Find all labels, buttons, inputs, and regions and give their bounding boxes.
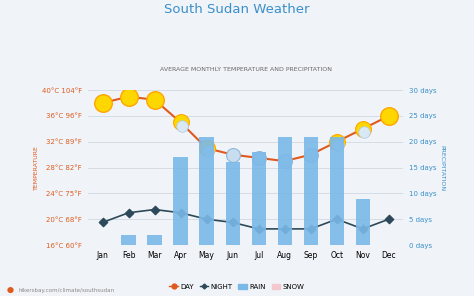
Bar xyxy=(356,199,370,245)
Point xyxy=(177,210,184,215)
Y-axis label: TEMPERATURE: TEMPERATURE xyxy=(34,145,39,190)
Point xyxy=(177,120,184,125)
Point xyxy=(125,94,132,99)
Point xyxy=(203,217,210,222)
Text: South Sudan Weather: South Sudan Weather xyxy=(164,3,310,16)
Point xyxy=(99,101,106,105)
Bar xyxy=(303,136,318,245)
Bar xyxy=(200,136,214,245)
Bar xyxy=(226,163,240,245)
Point xyxy=(307,226,315,231)
Point xyxy=(229,220,237,225)
Point xyxy=(385,217,392,222)
Legend: DAY, NIGHT, RAIN, SNOW: DAY, NIGHT, RAIN, SNOW xyxy=(166,281,308,292)
Point xyxy=(204,149,212,154)
Point xyxy=(99,220,106,225)
Point xyxy=(359,226,366,231)
Bar xyxy=(147,235,162,245)
Bar xyxy=(173,157,188,245)
Point xyxy=(333,217,340,222)
Point xyxy=(360,130,368,134)
Point xyxy=(281,159,289,163)
Bar xyxy=(278,136,292,245)
Point xyxy=(281,226,289,231)
Title: AVERAGE MONTHLY TEMPERATURE AND PRECIPITATION: AVERAGE MONTHLY TEMPERATURE AND PRECIPIT… xyxy=(160,67,332,72)
Point xyxy=(203,146,210,151)
Point xyxy=(151,207,158,212)
Y-axis label: PRECIPITATION: PRECIPITATION xyxy=(440,144,445,191)
Point xyxy=(359,126,366,131)
Point xyxy=(307,152,315,157)
Point xyxy=(178,123,186,128)
Point xyxy=(151,97,158,102)
Bar xyxy=(329,136,344,245)
Bar xyxy=(121,235,136,245)
Text: hikersbay.com/climate/southsudan: hikersbay.com/climate/southsudan xyxy=(19,288,115,293)
Bar xyxy=(252,152,266,245)
Text: ⬤: ⬤ xyxy=(7,287,14,293)
Point xyxy=(334,143,342,147)
Point xyxy=(229,152,237,157)
Point xyxy=(385,114,392,118)
Point xyxy=(333,139,340,144)
Point xyxy=(125,210,132,215)
Point xyxy=(255,155,263,160)
Point xyxy=(255,226,263,231)
